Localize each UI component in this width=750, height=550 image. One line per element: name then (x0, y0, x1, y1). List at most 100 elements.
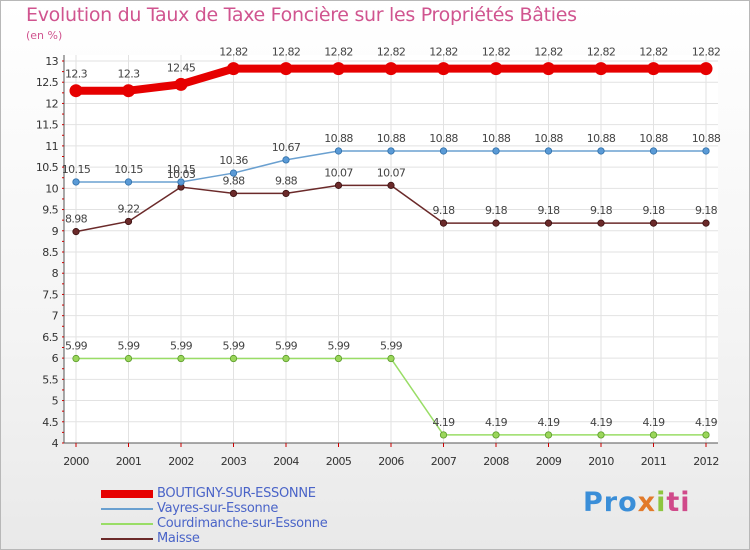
x-tick-label: 2001 (116, 455, 142, 468)
legend-swatch (101, 523, 153, 525)
data-point (437, 62, 450, 76)
chart-subtitle: (en %) (26, 29, 63, 42)
data-point (544, 147, 553, 155)
y-tick-label: 9 (52, 225, 59, 238)
y-tick-label: 8.5 (42, 246, 58, 259)
data-label: 5.99 (275, 340, 298, 353)
chart-title: Evolution du Taux de Taxe Foncière sur l… (26, 4, 577, 26)
data-point (177, 354, 185, 363)
data-label: 5.99 (117, 340, 140, 353)
data-point (699, 62, 713, 76)
y-tick-label: 10.5 (36, 161, 59, 174)
data-label: 12.82 (692, 46, 721, 59)
x-tick-label: 2009 (536, 455, 562, 468)
data-label: 5.99 (65, 340, 88, 353)
y-tick-label: 10 (45, 182, 58, 195)
data-point (229, 354, 238, 363)
data-point (229, 189, 238, 198)
data-label: 12.82 (587, 46, 616, 59)
data-point (649, 431, 658, 439)
data-point (702, 147, 710, 155)
data-point (72, 354, 80, 363)
data-point (492, 431, 500, 439)
data-label: 4.19 (432, 416, 455, 429)
x-tick-label: 2008 (483, 455, 509, 468)
y-tick-label: 12 (45, 97, 58, 110)
y-tick-label: 7 (52, 310, 59, 323)
data-label: 10.88 (377, 132, 406, 145)
legend-swatch (101, 508, 153, 510)
data-point (124, 354, 133, 363)
data-point (229, 169, 238, 177)
data-point (282, 156, 290, 164)
data-label: 12.82 (219, 46, 248, 59)
data-label: 12.3 (65, 68, 88, 81)
proxiti-logo: Proxiti (583, 487, 691, 518)
data-point (279, 62, 293, 76)
data-point (439, 431, 448, 439)
legend-swatch (101, 490, 153, 498)
data-label: 10.15 (114, 163, 143, 176)
x-tick-label: 2007 (431, 455, 457, 468)
data-point (387, 147, 395, 155)
data-label: 4.19 (695, 416, 718, 429)
data-label: 12.3 (117, 68, 140, 81)
legend-label: Vayres-sur-Essonne (157, 501, 279, 516)
data-label: 4.19 (642, 416, 665, 429)
data-label: 9.22 (117, 202, 139, 215)
data-label: 10.88 (429, 132, 458, 145)
x-tick-label: 2011 (641, 455, 667, 468)
data-point (702, 219, 710, 227)
data-point (124, 178, 133, 186)
legend-label: Maisse (157, 531, 200, 546)
data-point (492, 219, 500, 227)
data-label: 10.07 (324, 166, 353, 179)
data-point (439, 147, 448, 155)
data-label: 5.99 (380, 340, 403, 353)
data-point (334, 147, 343, 155)
data-point (649, 147, 658, 155)
data-point (439, 219, 448, 227)
data-label: 5.99 (170, 340, 193, 353)
data-label: 9.18 (695, 204, 718, 217)
data-label: 12.82 (482, 46, 511, 59)
data-label: 5.99 (222, 340, 245, 353)
data-label: 4.19 (537, 416, 560, 429)
data-label: 9.88 (275, 174, 298, 187)
data-label: 10.88 (587, 132, 616, 145)
x-tick-label: 2002 (168, 455, 194, 468)
y-tick-label: 8 (52, 267, 59, 280)
data-point (544, 219, 553, 227)
legend-label: BOUTIGNY-SUR-ESSONNE (157, 486, 316, 501)
data-label: 10.67 (272, 141, 301, 154)
data-point (334, 354, 343, 363)
data-label: 10.15 (62, 163, 91, 176)
y-tick-label: 11 (45, 140, 58, 153)
data-point (387, 354, 395, 363)
y-tick-label: 11.5 (36, 119, 59, 132)
y-tick-label: 12.5 (36, 76, 59, 89)
data-label: 12.82 (377, 46, 406, 59)
data-point (387, 181, 395, 189)
data-label: 10.88 (692, 132, 721, 145)
x-tick-label: 2005 (326, 455, 352, 468)
y-tick-label: 4.5 (42, 416, 58, 429)
data-point (177, 178, 185, 186)
x-tick-label: 2006 (378, 455, 404, 468)
legend-label: Courdimanche-sur-Essonne (157, 516, 328, 531)
data-point (597, 147, 605, 155)
data-label: 4.19 (485, 416, 508, 429)
data-point (384, 62, 398, 76)
data-label: 9.18 (537, 204, 560, 217)
x-tick-label: 2000 (63, 455, 89, 468)
data-label: 10.07 (377, 166, 406, 179)
data-point (597, 219, 605, 227)
x-tick-label: 2010 (588, 455, 614, 468)
data-point (332, 62, 345, 76)
data-point (492, 147, 500, 155)
data-label: 4.19 (590, 416, 613, 429)
y-tick-label: 5.5 (42, 373, 58, 386)
data-label: 12.82 (324, 46, 353, 59)
